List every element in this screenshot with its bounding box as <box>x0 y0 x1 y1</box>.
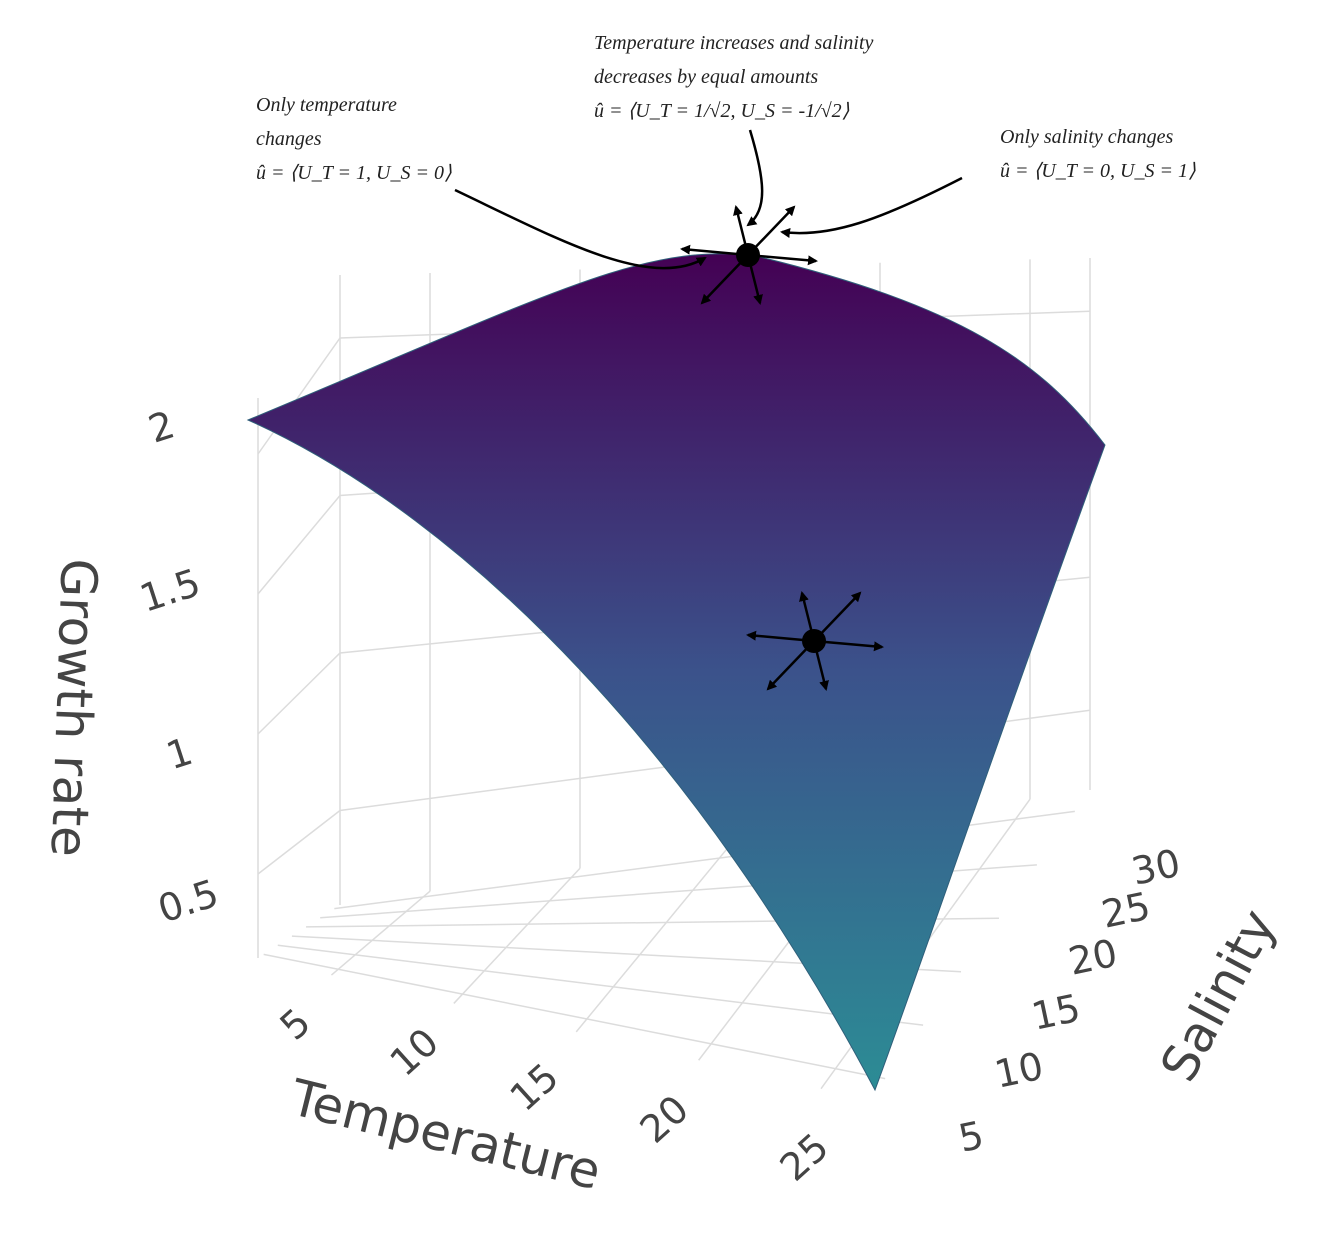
gradient-markers <box>680 205 884 691</box>
x-tick-label: 20 <box>632 1087 697 1152</box>
grid-line <box>263 953 886 1080</box>
y-tick-label: 5 <box>955 1113 988 1161</box>
callout-arrow <box>746 129 764 227</box>
annotation-diagonal: Temperature increases and salinity decre… <box>594 26 873 128</box>
callout-arrow <box>454 188 707 270</box>
annotation-line: changes <box>256 128 322 150</box>
annotation-line: Temperature increases and salinity <box>594 32 874 54</box>
grid-line <box>277 944 924 1026</box>
annotation-salinity-only: Only salinity changes û = ⟨U_T = 0, U_S … <box>1000 120 1196 188</box>
x-tick-label: 15 <box>502 1055 567 1120</box>
annotation-vector: û = ⟨U_T = 1, U_S = 0⟩ <box>256 162 452 184</box>
gradient-point <box>736 243 760 267</box>
grid-line <box>330 890 431 976</box>
y-tick-label: 15 <box>1028 986 1084 1039</box>
grid-line <box>575 844 731 1033</box>
y-tick-label: 30 <box>1128 841 1184 894</box>
annotation-line: decreases by equal amounts <box>594 66 819 88</box>
annotation-vector: û = ⟨U_T = 0, U_S = 1⟩ <box>1000 160 1196 182</box>
gradient-point <box>802 629 826 653</box>
z-tick-label: 1.5 <box>135 560 206 621</box>
growth-rate-ticks: 0.5 1 1.5 2 <box>135 402 224 931</box>
salinity-ticks: 5 10 15 20 25 30 <box>955 841 1184 1161</box>
y-tick-label: 25 <box>1098 884 1154 937</box>
x-tick-label: 10 <box>382 1020 447 1085</box>
annotation-temperature-only: Only temperature changes û = ⟨U_T = 1, U… <box>256 88 452 190</box>
grid-line <box>453 867 581 1004</box>
annotation-line: Only salinity changes <box>1000 126 1174 148</box>
z-axis-title: Growth rate <box>40 558 108 858</box>
growth-rate-surface <box>246 253 1106 1092</box>
annotation-vector: û = ⟨U_T = 1/√2, U_S = -1/√2⟩ <box>594 100 850 122</box>
callout-arrow <box>780 176 963 238</box>
annotation-line: Only temperature <box>256 94 397 116</box>
gradient-marker <box>680 205 818 305</box>
y-tick-label: 10 <box>991 1044 1047 1097</box>
z-tick-label: 0.5 <box>153 871 224 932</box>
gradient-marker <box>746 591 884 691</box>
y-tick-label: 20 <box>1065 931 1121 984</box>
annotation-arrows <box>454 129 963 270</box>
z-tick-label: 2 <box>143 402 180 451</box>
x-tick-label: 5 <box>272 1000 319 1049</box>
z-tick-label: 1 <box>161 729 198 778</box>
x-tick-label: 25 <box>772 1125 837 1190</box>
y-axis-title: Salinity <box>1149 900 1287 1091</box>
